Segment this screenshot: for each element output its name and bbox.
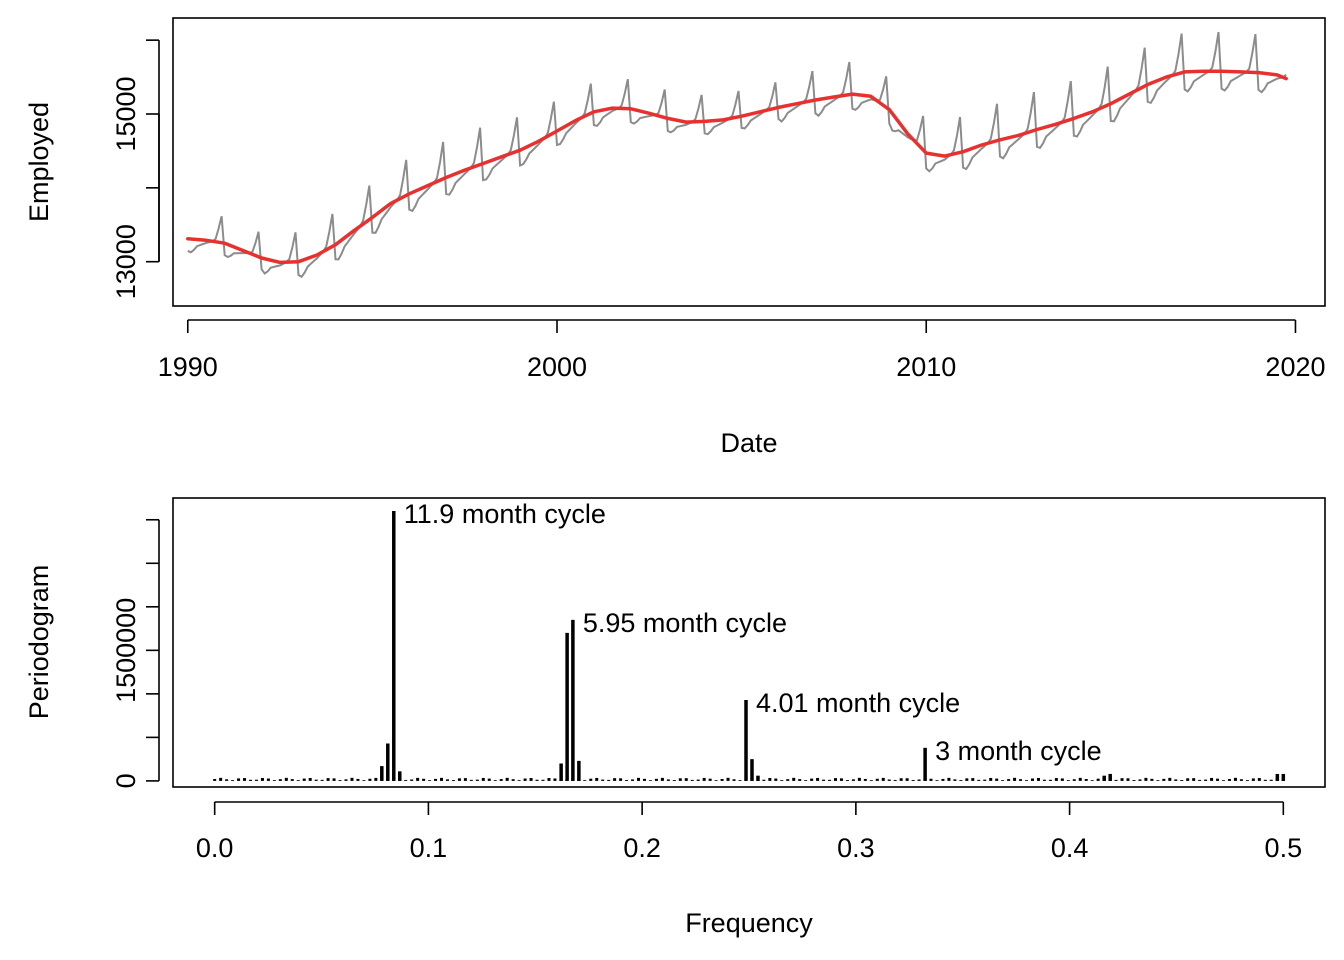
observed-series — [187, 31, 1287, 279]
timeseries-y-axis: 13000 15000 — [111, 39, 160, 299]
periodogram-panel: 11.9 month cycle 5.95 month cycle 4.01 mon… — [24, 497, 1326, 938]
peak-annotation: 11.9 month cycle — [404, 499, 606, 529]
peak-annotation: 5.95 month cycle — [583, 608, 787, 638]
periodogram-baseline — [213, 777, 1285, 781]
periodogram-x-tick-label: 0.0 — [196, 833, 234, 863]
periodogram-y-axis: 0 1500000 — [111, 518, 160, 788]
timeseries-x-tick-label: 2020 — [1265, 352, 1325, 382]
observed-line — [187, 31, 1287, 279]
trend-line — [186, 69, 1288, 265]
periodogram-y-tick-label: 1500000 — [111, 598, 141, 703]
timeseries-x-tick-label: 2010 — [896, 352, 956, 382]
timeseries-panel: 1990 2000 2010 2020 13000 15000 Date Employe… — [24, 17, 1326, 458]
timeseries-y-tick-label: 15000 — [111, 76, 141, 151]
peak-annotation: 3 month cycle — [935, 736, 1102, 766]
periodogram-x-axis-title: Frequency — [685, 908, 813, 938]
timeseries-x-tick-label: 1990 — [158, 352, 218, 382]
periodogram-x-axis: 0.0 0.1 0.2 0.3 0.4 0.5 — [196, 801, 1303, 863]
periodogram-y-axis-title: Periodogram — [24, 565, 54, 720]
periodogram-x-tick-label: 0.3 — [837, 833, 875, 863]
periodogram-x-tick-label: 0.1 — [410, 833, 448, 863]
timeseries-y-axis-title: Employed — [24, 102, 54, 222]
periodogram-plot-frame — [172, 497, 1326, 788]
timeseries-x-axis: 1990 2000 2010 2020 — [158, 319, 1326, 382]
periodogram-x-tick-label: 0.2 — [623, 833, 661, 863]
trend-series — [186, 69, 1288, 265]
peak-annotation: 4.01 month cycle — [756, 688, 960, 718]
periodogram-y-tick-label: 0 — [111, 773, 141, 788]
timeseries-plot-frame — [172, 17, 1326, 307]
periodogram-peaks — [380, 511, 1286, 781]
periodogram-x-tick-label: 0.4 — [1051, 833, 1089, 863]
periodogram-x-tick-label: 0.5 — [1265, 833, 1303, 863]
periodogram-annotations: 11.9 month cycle 5.95 month cycle 4.01 mon… — [404, 499, 1102, 766]
timeseries-x-axis-title: Date — [720, 428, 777, 458]
timeseries-x-tick-label: 2000 — [527, 352, 587, 382]
timeseries-y-tick-label: 13000 — [111, 224, 141, 299]
